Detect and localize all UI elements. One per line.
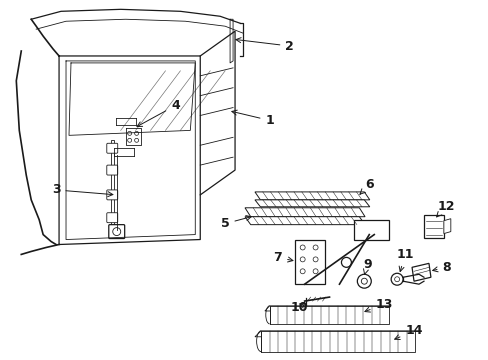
Polygon shape xyxy=(244,217,365,225)
Text: 3: 3 xyxy=(52,184,113,197)
Circle shape xyxy=(134,138,138,142)
Polygon shape xyxy=(264,306,388,311)
Polygon shape xyxy=(254,192,369,200)
FancyBboxPatch shape xyxy=(106,190,118,200)
Polygon shape xyxy=(443,219,450,234)
Circle shape xyxy=(361,278,366,284)
Circle shape xyxy=(113,228,121,235)
Circle shape xyxy=(300,269,305,274)
Polygon shape xyxy=(269,306,388,324)
Polygon shape xyxy=(354,220,388,239)
Polygon shape xyxy=(411,264,430,281)
Circle shape xyxy=(134,131,138,135)
Circle shape xyxy=(300,245,305,250)
Text: 14: 14 xyxy=(394,324,422,339)
Polygon shape xyxy=(244,208,365,217)
Circle shape xyxy=(312,245,317,250)
Text: 6: 6 xyxy=(359,179,373,194)
Text: 5: 5 xyxy=(220,216,251,230)
FancyBboxPatch shape xyxy=(108,225,124,239)
Circle shape xyxy=(300,257,305,262)
FancyBboxPatch shape xyxy=(106,143,118,153)
Polygon shape xyxy=(294,239,324,284)
Circle shape xyxy=(341,257,351,267)
Text: 2: 2 xyxy=(235,38,293,53)
Polygon shape xyxy=(254,200,369,207)
Circle shape xyxy=(394,277,399,282)
FancyBboxPatch shape xyxy=(106,165,118,175)
Circle shape xyxy=(312,257,317,262)
Polygon shape xyxy=(254,331,414,337)
Text: 9: 9 xyxy=(362,258,371,274)
Circle shape xyxy=(127,138,131,142)
Text: 11: 11 xyxy=(395,248,413,271)
Text: 13: 13 xyxy=(364,297,392,312)
Circle shape xyxy=(390,273,402,285)
Text: 8: 8 xyxy=(432,261,450,274)
Text: 4: 4 xyxy=(137,99,180,127)
Polygon shape xyxy=(423,215,443,238)
Circle shape xyxy=(127,131,131,135)
Circle shape xyxy=(357,274,370,288)
Circle shape xyxy=(312,269,317,274)
Text: 10: 10 xyxy=(290,301,308,314)
FancyBboxPatch shape xyxy=(106,213,118,223)
Polygon shape xyxy=(111,140,114,235)
Polygon shape xyxy=(261,331,414,352)
Text: 7: 7 xyxy=(273,251,292,264)
Text: 1: 1 xyxy=(231,110,274,127)
Text: 12: 12 xyxy=(436,200,454,217)
